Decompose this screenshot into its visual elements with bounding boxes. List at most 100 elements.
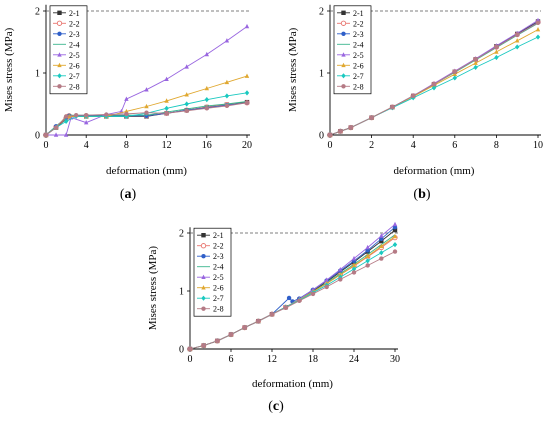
data-point bbox=[379, 233, 384, 238]
x-tick-label: 0 bbox=[188, 354, 193, 365]
data-point bbox=[348, 125, 353, 130]
x-tick-label: 10 bbox=[533, 140, 543, 151]
x-tick-label: 12 bbox=[162, 140, 172, 151]
data-point bbox=[365, 253, 370, 258]
legend: 2-12-22-32-42-52-62-72-8 bbox=[333, 5, 372, 95]
data-point bbox=[144, 110, 149, 115]
data-point bbox=[365, 263, 370, 268]
legend-marker bbox=[57, 52, 62, 57]
data-point bbox=[431, 81, 437, 87]
data-point bbox=[215, 338, 220, 344]
data-point bbox=[184, 64, 189, 69]
data-point bbox=[204, 97, 209, 103]
legend: 2-12-22-32-42-52-62-72-8 bbox=[193, 227, 232, 317]
data-point bbox=[392, 242, 398, 248]
data-point bbox=[164, 98, 169, 103]
data-point bbox=[535, 34, 541, 40]
legend-label: 2-4 bbox=[69, 40, 80, 49]
x-axis-label: deformation (mm) bbox=[394, 165, 475, 177]
data-point bbox=[379, 238, 384, 244]
y-tick-label: 1 bbox=[319, 69, 324, 80]
data-point bbox=[63, 114, 69, 119]
legend: 2-12-22-32-42-52-62-72-8 bbox=[49, 5, 88, 95]
data-point bbox=[452, 75, 457, 81]
legend-label: 2-4 bbox=[353, 40, 364, 49]
data-point bbox=[164, 105, 169, 111]
panel-label: (c) bbox=[268, 399, 284, 414]
x-tick-label: 0 bbox=[44, 140, 49, 151]
x-axis-label: deformation (mm) bbox=[252, 378, 333, 390]
x-axis-label: deformation (mm) bbox=[106, 165, 187, 177]
panel-label: (b) bbox=[413, 187, 430, 202]
x-tick-label: 4 bbox=[411, 140, 416, 151]
data-point bbox=[53, 132, 59, 137]
legend-label: 2-2 bbox=[213, 242, 224, 251]
legend-marker bbox=[341, 84, 346, 89]
legend-label: 2-8 bbox=[213, 305, 224, 314]
x-tick-label: 12 bbox=[267, 354, 277, 365]
legend-label: 2-7 bbox=[213, 294, 224, 303]
x-tick-label: 30 bbox=[390, 354, 400, 365]
x-tick-label: 6 bbox=[229, 354, 234, 365]
data-point bbox=[204, 51, 209, 57]
legend-label: 2-5 bbox=[353, 51, 364, 60]
legend-label: 2-7 bbox=[69, 72, 80, 81]
data-point bbox=[224, 79, 230, 85]
data-point bbox=[286, 295, 292, 301]
data-point bbox=[473, 64, 478, 71]
data-point bbox=[124, 96, 129, 101]
legend-box bbox=[333, 5, 372, 95]
data-point bbox=[327, 132, 333, 138]
legend-label: 2-6 bbox=[353, 61, 364, 70]
legend-marker bbox=[341, 73, 346, 79]
y-axis-label: Mises stress (MPa) bbox=[147, 246, 159, 331]
legend-marker bbox=[57, 84, 62, 89]
data-point bbox=[392, 227, 398, 233]
data-point bbox=[338, 277, 343, 282]
data-point bbox=[244, 100, 250, 105]
data-point bbox=[515, 44, 520, 50]
panel-label: (a) bbox=[120, 187, 137, 202]
legend-label: 2-7 bbox=[353, 72, 364, 81]
data-point bbox=[124, 111, 129, 117]
y-tick-label: 1 bbox=[35, 69, 40, 80]
data-point bbox=[63, 132, 69, 137]
data-point bbox=[351, 255, 357, 261]
data-point bbox=[515, 32, 520, 37]
data-point bbox=[244, 23, 250, 29]
legend-marker bbox=[56, 20, 63, 26]
y-tick-label: 0 bbox=[179, 345, 184, 356]
legend-marker bbox=[57, 62, 62, 68]
data-point bbox=[204, 85, 209, 91]
data-point bbox=[184, 92, 189, 97]
x-tick-label: 8 bbox=[494, 140, 499, 151]
legend-label: 2-5 bbox=[213, 273, 224, 282]
data-point bbox=[187, 346, 193, 352]
data-point bbox=[269, 312, 275, 317]
data-point bbox=[473, 57, 478, 62]
data-point bbox=[204, 106, 209, 111]
data-point bbox=[242, 325, 247, 330]
data-point bbox=[144, 103, 149, 109]
legend-marker bbox=[341, 31, 346, 36]
legend-box bbox=[49, 5, 88, 95]
x-tick-label: 0 bbox=[328, 140, 333, 151]
legend-marker bbox=[340, 20, 347, 26]
data-point bbox=[379, 250, 384, 256]
legend-marker bbox=[57, 31, 62, 36]
data-point bbox=[365, 244, 370, 250]
data-point bbox=[164, 76, 169, 81]
data-point bbox=[515, 38, 520, 43]
legend-label: 2-8 bbox=[353, 82, 364, 91]
legend-marker bbox=[341, 52, 346, 57]
data-point bbox=[351, 266, 357, 272]
y-tick-label: 2 bbox=[179, 229, 184, 240]
data-point bbox=[184, 108, 189, 114]
legend-marker bbox=[201, 254, 206, 259]
series-line bbox=[189, 251, 396, 350]
data-point bbox=[473, 60, 478, 65]
y-tick-label: 2 bbox=[35, 7, 40, 18]
legend-label: 2-5 bbox=[69, 51, 80, 60]
legend-label: 2-6 bbox=[213, 284, 224, 293]
